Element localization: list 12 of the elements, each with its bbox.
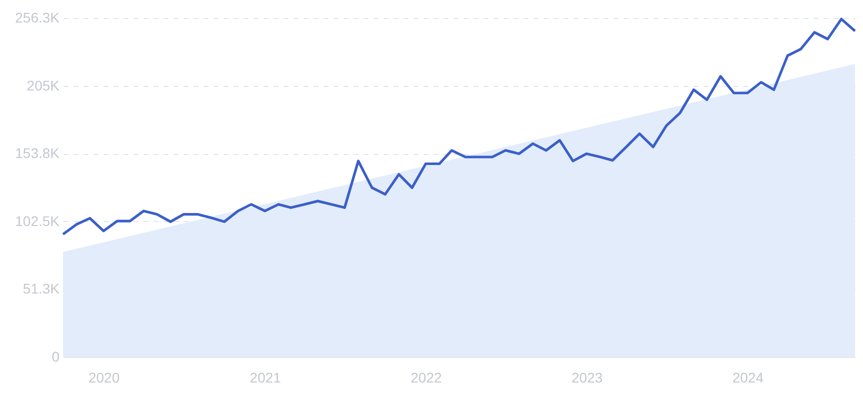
x-tick-label: 2020: [88, 370, 120, 386]
y-tick-label: 51.3K: [22, 280, 60, 297]
y-tick-label: 153.8K: [15, 145, 60, 162]
x-tick-label: 2023: [572, 370, 603, 386]
x-tick-label: 2024: [732, 370, 764, 386]
line-series: [62, 18, 856, 236]
y-tick-label: 205K: [26, 77, 60, 94]
x-tick-label: 2021: [250, 370, 282, 386]
y-tick-label: 256.3K: [15, 10, 60, 26]
x-tick-label: 2022: [410, 370, 442, 386]
y-tick-label: 0: [52, 348, 60, 364]
y-tick-label: 102.5K: [15, 212, 60, 229]
